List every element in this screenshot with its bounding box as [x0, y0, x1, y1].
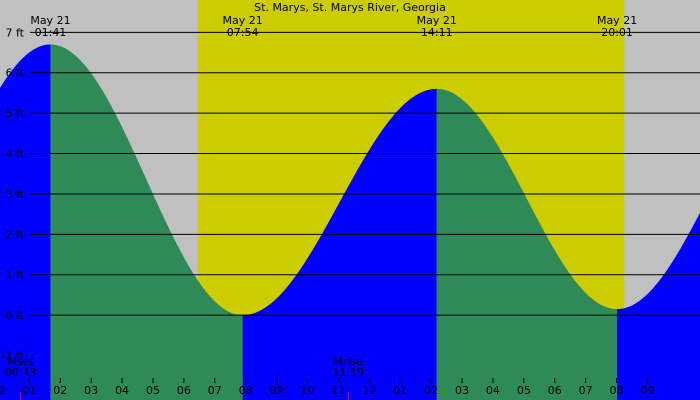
x-tick-label: 05: [146, 384, 160, 397]
x-tick-label: 09: [640, 384, 654, 397]
y-tick-label: 4 ft: [6, 148, 25, 161]
y-tick-label: -1 ft: [2, 350, 25, 363]
y-tick-label: 6 ft: [6, 67, 25, 80]
falling-tide-area: [436, 88, 618, 400]
x-tick-label: 02: [53, 384, 67, 397]
y-tick-labels: -1 ft 0 ft 1 ft 2 ft 3 ft 4 ft 5 ft 6 ft 7 ft: [2, 26, 25, 362]
x-tick-label: 03: [455, 384, 469, 397]
chart-title: St. Marys, St. Marys River, Georgia: [254, 1, 446, 14]
tide-event-time: 07:54: [227, 26, 259, 39]
x-tick-label: 01: [22, 384, 36, 397]
x-tick-label: 09: [270, 384, 284, 397]
x-tick-label: 08: [239, 384, 253, 397]
x-tick-label: 04: [486, 384, 500, 397]
y-tick-label: 0 ft: [6, 309, 25, 322]
y-grid-lines: [30, 31, 700, 316]
x-tick-label: 07: [208, 384, 222, 397]
moon-event-time: 11:19: [332, 366, 364, 379]
tide-event-time: 20:01: [601, 26, 633, 39]
x-tick-label: 03: [84, 384, 98, 397]
x-tick-label: 11: [331, 384, 345, 397]
rising-tide-area: [617, 212, 700, 400]
moon-event-time: 00:43: [5, 366, 37, 379]
x-tick-label: 01: [393, 384, 407, 397]
tide-event-date: May 21: [30, 14, 70, 27]
x-tick-label: 12: [362, 384, 376, 397]
x-tick-label: 05: [517, 384, 531, 397]
tide-fill-layer: [0, 44, 700, 400]
x-tick-label: 04: [115, 384, 129, 397]
y-tick-label: 3 ft: [6, 188, 25, 201]
y-tick-label: 7 ft: [6, 26, 25, 39]
x-tick-label: 06: [177, 384, 191, 397]
tide-event-time: 14:11: [421, 26, 453, 39]
tide-event-date: May 21: [222, 14, 262, 27]
x-tick-label: 08: [610, 384, 624, 397]
x-tick-labels: 1112010203040506070809101112010203040506…: [0, 378, 654, 397]
tide-event-date: May 21: [597, 14, 637, 27]
x-tick-label: 07: [579, 384, 593, 397]
moon-event-label: Mrise: [333, 355, 363, 368]
x-tick-label: 10: [301, 384, 315, 397]
y-tick-label: 5 ft: [6, 107, 25, 120]
rising-tide-area: [0, 44, 51, 400]
rising-tide-area: [242, 88, 437, 400]
x-tick-label: 02: [424, 384, 438, 397]
y-tick-label: 2 ft: [6, 228, 25, 241]
falling-tide-area: [50, 44, 243, 400]
moon-event-label: Mset: [7, 355, 34, 368]
y-tick-label: 1 ft: [6, 269, 25, 282]
tide-event-time: 01:41: [35, 26, 67, 39]
x-tick-label: 12: [0, 384, 5, 397]
tide-event-date: May 21: [417, 14, 457, 27]
x-tick-label: 06: [548, 384, 562, 397]
